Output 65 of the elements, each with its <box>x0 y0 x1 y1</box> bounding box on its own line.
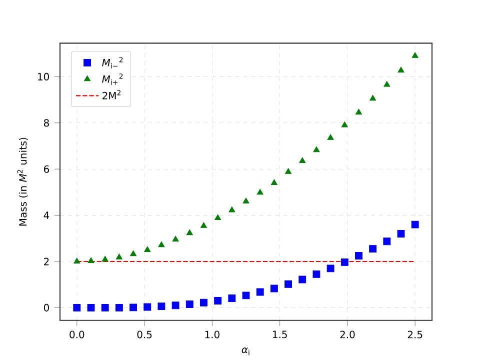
point <box>228 206 236 212</box>
point <box>186 229 193 236</box>
y-tick-label: 4 <box>44 212 50 219</box>
point <box>327 134 334 140</box>
point <box>200 222 207 228</box>
point <box>130 304 137 312</box>
point <box>172 302 180 310</box>
point <box>397 230 405 238</box>
point <box>398 66 404 72</box>
legend-label: 2M$^{2}$ <box>102 90 120 100</box>
point <box>73 304 81 312</box>
point <box>370 94 376 101</box>
point <box>144 246 151 252</box>
y-tick-label: 0 <box>44 304 49 312</box>
x-tick-label: 0.0 <box>70 330 84 338</box>
point <box>172 236 179 242</box>
point <box>312 270 320 278</box>
point <box>214 297 222 304</box>
point <box>355 252 362 260</box>
point <box>285 168 292 174</box>
point <box>186 300 194 308</box>
point <box>88 257 94 264</box>
x-tick-label: 1.5 <box>273 330 287 338</box>
point <box>383 238 391 246</box>
y-tick-label: 2 <box>44 258 49 266</box>
point <box>256 188 264 195</box>
x-tick-label: 2.5 <box>408 330 422 338</box>
point <box>158 241 165 248</box>
x-tick-label: 2.0 <box>340 330 355 338</box>
point <box>228 294 236 302</box>
point <box>341 121 348 128</box>
point <box>355 108 362 114</box>
point <box>214 214 222 220</box>
point <box>411 220 419 228</box>
point <box>242 292 250 300</box>
point <box>101 304 109 312</box>
point <box>115 304 123 312</box>
y-tick-label: 6 <box>44 165 50 173</box>
y-tick-label: 8 <box>44 119 49 127</box>
y-axis-title: Mass (in M$^{2}$ units) <box>17 138 28 226</box>
x-tick-label: 0.5 <box>137 330 152 338</box>
point <box>256 288 264 296</box>
point <box>340 258 348 266</box>
point <box>270 179 278 185</box>
point <box>270 284 278 292</box>
point <box>102 256 108 262</box>
point <box>74 258 80 264</box>
point <box>284 280 292 288</box>
point <box>298 276 306 284</box>
point <box>87 304 95 312</box>
point <box>326 264 334 272</box>
point <box>299 157 306 163</box>
point <box>313 146 320 152</box>
point <box>200 298 208 306</box>
point <box>384 81 390 87</box>
point <box>116 254 122 260</box>
point <box>130 250 137 256</box>
point <box>144 303 152 311</box>
point <box>242 198 250 204</box>
x-tick-label: 1.0 <box>205 330 220 338</box>
point <box>412 52 418 58</box>
point <box>369 245 377 253</box>
y-tick-label: 10 <box>38 72 49 80</box>
point <box>158 302 166 310</box>
x-axis-title: α$_{i}$ <box>242 347 250 356</box>
